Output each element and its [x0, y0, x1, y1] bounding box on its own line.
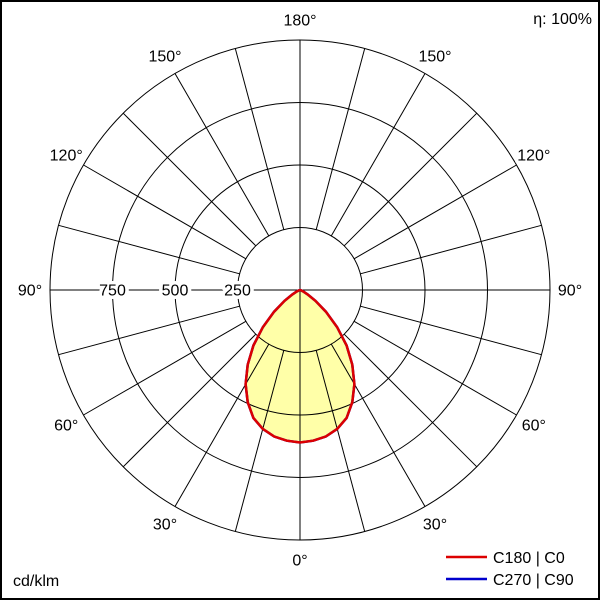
angle-label: 120°	[517, 148, 550, 165]
legend-label-c270-c90: C270 | C90	[493, 572, 574, 589]
angle-label: 60°	[54, 418, 78, 435]
grid-spoke	[360, 224, 542, 275]
grid-spoke	[343, 112, 478, 247]
legend: C180 | C0 C270 | C90	[446, 550, 574, 589]
grid-spoke	[360, 305, 542, 356]
angle-label: 120°	[50, 148, 83, 165]
polar-grid	[49, 39, 551, 541]
axis-labels: 0° 30° 30° 60° 60° 90° 90° 120° 120° 150° 150° 180°…	[14, 9, 585, 573]
grid-spoke	[122, 112, 257, 247]
grid-spoke	[58, 305, 240, 356]
grid-spoke	[122, 333, 257, 468]
angle-label: 30°	[153, 516, 177, 533]
grid-spoke	[174, 343, 270, 507]
grid-spoke	[83, 164, 247, 260]
angle-label: 0°	[292, 553, 307, 570]
grid-spoke	[174, 73, 270, 237]
grid-spoke	[330, 73, 426, 237]
angle-label: 150°	[418, 49, 451, 66]
grid-spoke	[343, 333, 478, 468]
radial-tick-label: 750	[99, 283, 126, 300]
grid-spoke	[315, 350, 366, 532]
angle-label: 180°	[283, 13, 316, 30]
radial-tick-label: 250	[224, 283, 251, 300]
grid-spoke	[353, 164, 517, 260]
angle-label: 30°	[423, 516, 447, 533]
distribution-curves	[244, 288, 356, 444]
legend-label-c180-c0: C180 | C0	[493, 550, 565, 567]
grid-spoke	[234, 350, 285, 532]
grid-spoke	[315, 48, 366, 230]
grid-spoke	[83, 320, 247, 416]
grid-spoke	[234, 48, 285, 230]
efficiency-label: η: 100%	[533, 11, 592, 28]
grid-spoke	[330, 343, 426, 507]
unit-label: cd/klm	[13, 573, 59, 590]
angle-label: 90°	[558, 283, 582, 300]
angle-label: 90°	[18, 283, 42, 300]
grid-spoke	[353, 320, 517, 416]
angle-label: 60°	[522, 418, 546, 435]
curve-c180-c0	[244, 288, 356, 444]
radial-tick-label: 500	[162, 283, 189, 300]
grid-spoke	[58, 224, 240, 275]
angle-label: 150°	[148, 49, 181, 66]
